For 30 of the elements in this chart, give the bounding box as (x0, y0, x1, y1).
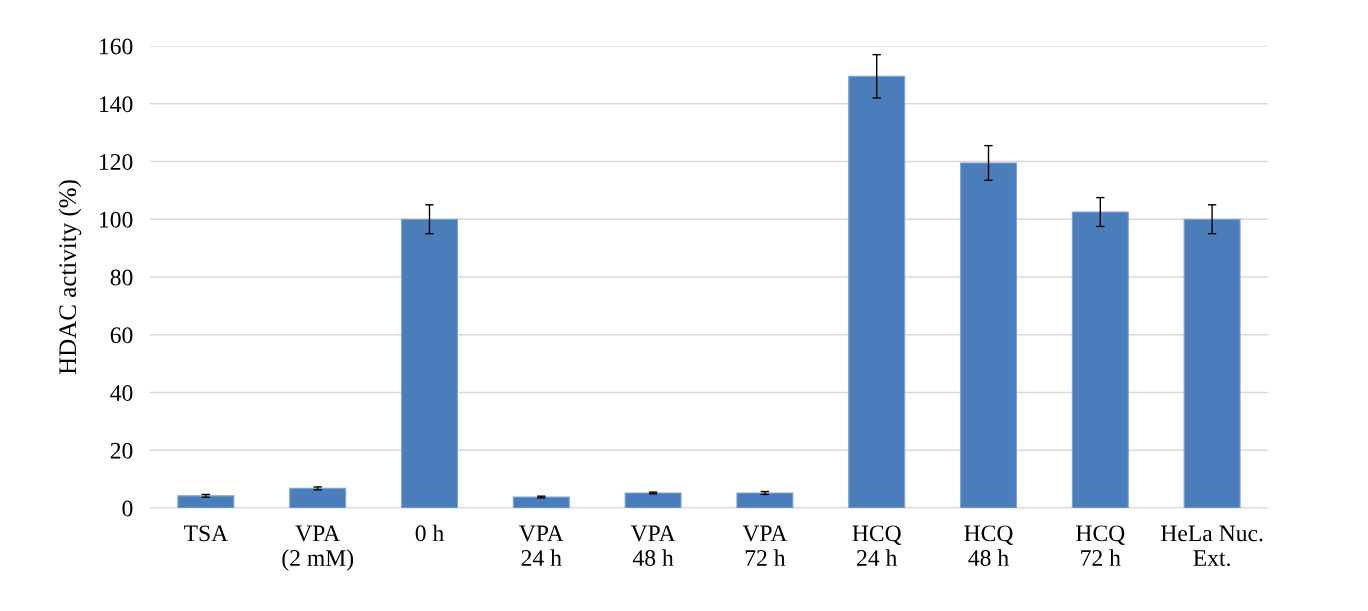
bar (177, 495, 235, 508)
bar (289, 487, 347, 508)
bar (1183, 218, 1241, 508)
y-tick-label: 60 (110, 327, 133, 344)
y-tick-label: 120 (99, 153, 133, 170)
y-tick-label: 100 (99, 211, 133, 228)
y-tick-label: 40 (110, 384, 133, 401)
bar (400, 218, 459, 508)
y-tick-label: 140 (99, 96, 133, 113)
bar (512, 496, 570, 508)
x-tick-label: HCQ 24 h (852, 525, 902, 566)
bar (736, 492, 794, 508)
x-tick-label: HCQ 72 h (1076, 525, 1125, 566)
y-axis-title: HDAC activity (%) (58, 180, 82, 375)
y-tick-label: 80 (110, 269, 133, 286)
bar (1071, 211, 1129, 508)
bar (624, 492, 682, 508)
x-tick-label: VPA 24 h (519, 525, 564, 566)
x-tick-label: VPA 48 h (630, 525, 676, 566)
x-tick-label: 0 h (415, 524, 444, 542)
x-tick-label: VPA (2 mM) (282, 525, 354, 571)
x-tick-label: HCQ 48 h (964, 525, 1014, 566)
bar (848, 75, 906, 508)
x-tick-label: VPA 72 h (742, 525, 788, 566)
y-tick-label: 160 (99, 38, 133, 55)
y-tick-label: 20 (110, 442, 133, 459)
bar (959, 162, 1018, 508)
y-tick-label: 0 (122, 500, 133, 517)
x-tick-label: TSA (184, 525, 229, 542)
x-tick-label: HeLa Nuc. Ext. (1160, 525, 1263, 567)
